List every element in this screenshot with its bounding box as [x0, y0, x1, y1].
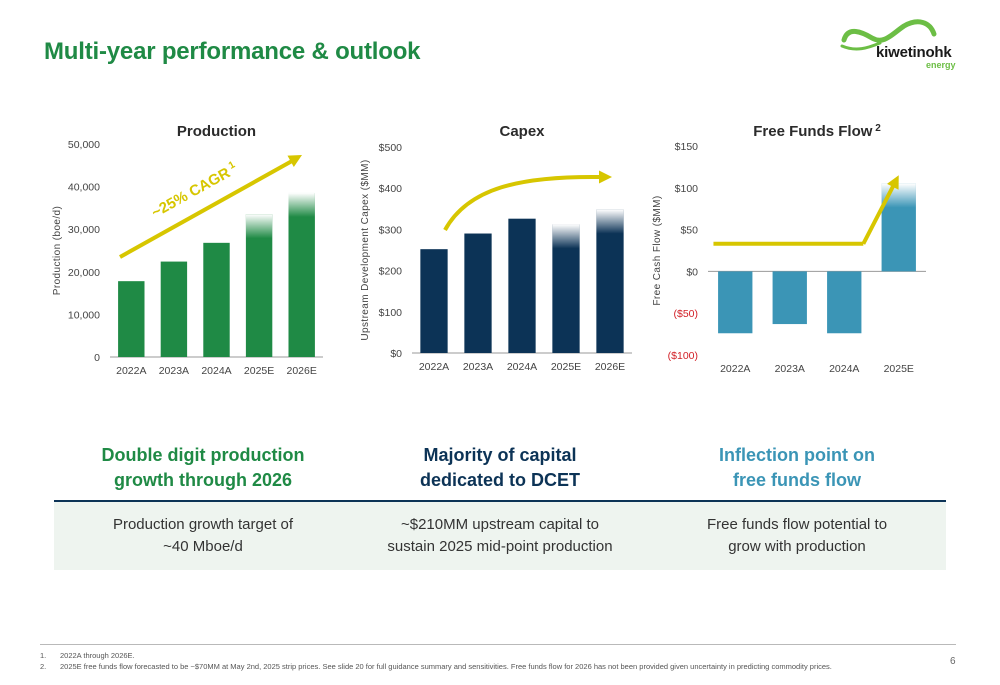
x-tick-label: 2022A [419, 361, 449, 373]
y-tick-label: $0 [686, 266, 698, 278]
production-chart: Production Production (boe/d) 0 10,000 20,00… [52, 123, 323, 377]
x-tick-label: 2025E [244, 365, 274, 377]
bar-fade-2026E [288, 192, 315, 217]
x-tick-label: 2023A [775, 363, 805, 375]
y-tick-label: 0 [94, 352, 100, 364]
bar-2022A [420, 249, 448, 353]
cagr-annotation: ~25% CAGR 1 [148, 159, 241, 221]
y-tick-label: 50,000 [68, 139, 100, 151]
body-capex: ~$210MM upstream capital to sustain 2025… [387, 516, 613, 555]
y-tick-label: ($100) [668, 350, 698, 362]
free-funds-flow-chart: Free Funds Flow 2 Free Cash Flow ($MM) ($1… [652, 123, 926, 375]
x-tick-label: 2022A [720, 363, 750, 375]
y-axis-label: Upstream Development Capex ($MM) [360, 159, 371, 340]
x-tick-label: 2023A [159, 365, 189, 377]
x-tick-label: 2025E [884, 363, 914, 375]
bar-2023A [160, 261, 188, 357]
bar-2023A [772, 271, 807, 325]
summary-panel: Production growth target of ~40 Mboe/d ~… [54, 502, 946, 570]
bar-2026E [288, 192, 315, 357]
y-tick-label: $200 [379, 266, 403, 278]
bar-fade-2025E [552, 224, 580, 249]
x-tick-label: 2023A [463, 361, 493, 373]
y-tick-label: $150 [675, 141, 699, 153]
logo-subtext: energy [926, 60, 956, 70]
bar-2023A [464, 233, 492, 353]
ffo-trend-arrow-line [861, 181, 897, 245]
chart-title: Free Funds Flow 2 [753, 123, 881, 140]
bar-2024A [827, 271, 862, 334]
y-tick-label: 40,000 [68, 182, 100, 194]
y-tick-label: $100 [675, 183, 699, 195]
x-tick-label: 2024A [507, 361, 537, 373]
y-tick-label: 30,000 [68, 224, 100, 236]
bar-2022A [718, 271, 753, 334]
y-tick-label: $100 [379, 307, 403, 319]
chart-title: Production [177, 123, 256, 140]
y-axis-label: Free Cash Flow ($MM) [652, 195, 663, 305]
y-tick-label: $0 [390, 348, 402, 360]
y-tick-label: $400 [379, 183, 403, 195]
ffo-trend-arrow-head [887, 175, 899, 190]
y-tick-label: $500 [379, 142, 403, 154]
x-tick-label: 2024A [829, 363, 859, 375]
body-production: Production growth target of ~40 Mboe/d [112, 516, 294, 555]
page-title: Multi-year performance & outlook [44, 38, 421, 65]
y-tick-label: 10,000 [68, 309, 100, 321]
x-tick-label: 2026E [287, 365, 317, 377]
x-tick-label: 2024A [201, 365, 231, 377]
capex-arrow-line [443, 174, 601, 231]
logo-swoosh-icon [840, 19, 937, 51]
bar-2024A [203, 242, 230, 357]
y-axis-label: Production (boe/d) [52, 206, 63, 295]
y-tick-label: $300 [379, 224, 403, 236]
capex-chart: Capex Upstream Development Capex ($MM) $0 $… [360, 123, 632, 373]
chart-title: Capex [499, 123, 545, 140]
bar-fade-2025E [245, 214, 273, 239]
footnote-2: 2. 2025E free funds flow forecasted to be… [40, 662, 832, 671]
footnote-divider [40, 644, 956, 645]
bar-2024A [508, 218, 536, 353]
y-tick-label: $50 [680, 225, 698, 237]
y-tick-label: 20,000 [68, 267, 100, 279]
body-free-funds-flow: Free funds flow potential to grow with p… [706, 516, 888, 555]
headline-production: Double digit production growth through 2… [101, 445, 305, 490]
cagr-superscript: 1 [224, 159, 237, 173]
bar-fade-2026E [596, 209, 624, 234]
x-tick-label: 2025E [551, 361, 581, 373]
y-tick-label: ($50) [673, 308, 698, 320]
bar-2022A [118, 281, 145, 357]
section-divider [54, 500, 946, 502]
capex-arrow-head [599, 170, 612, 184]
chart-title-superscript: 2 [872, 123, 881, 134]
x-tick-label: 2022A [116, 365, 146, 377]
page-number: 6 [950, 656, 956, 667]
footnote-1: 1. 2022A through 2026E. [40, 651, 135, 660]
x-tick-label: 2026E [595, 361, 625, 373]
logo-name: kiwetinohk [876, 44, 952, 61]
cagr-arrow-head [287, 155, 302, 168]
cagr-arrow-line [119, 159, 293, 259]
headline-free-funds-flow: Inflection point on free funds flow [719, 445, 875, 490]
headline-capex: Majority of capital dedicated to DCET [419, 445, 580, 490]
